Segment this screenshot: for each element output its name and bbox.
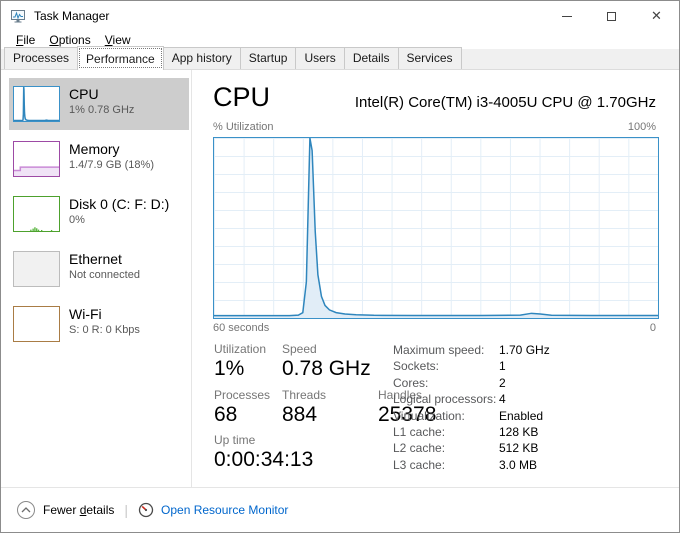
- detail-row-logical-processors: Logical processors: 4: [393, 392, 506, 407]
- menu-item-file[interactable]: File: [16, 33, 36, 47]
- utilization-stat-value: 1%: [214, 357, 245, 380]
- processor-name: Intel(R) Core(TM) i3-4005U CPU @ 1.70GHz: [354, 94, 656, 111]
- title-bar: Task Manager ✕: [1, 1, 679, 31]
- utilization-stat-label: Utilization: [214, 342, 267, 356]
- cpu-details-list: Maximum speed: 1.70 GHz Sockets: 1 Cores…: [393, 342, 550, 473]
- fewer-details-button[interactable]: Fewer details: [17, 501, 114, 519]
- footer-separator: |: [124, 502, 129, 518]
- detail-row-sockets: Sockets: 1: [393, 359, 506, 374]
- tab-performance[interactable]: Performance: [77, 46, 164, 70]
- sidebar-cpu-sublabel: 1% 0.78 GHz: [69, 104, 135, 116]
- minimize-button[interactable]: [544, 1, 589, 31]
- processes-stat-label: Processes: [214, 388, 271, 402]
- sidebar-memory-sublabel: 1.4/7.9 GB (18%): [69, 159, 154, 171]
- sidebar-item-ethernet[interactable]: Ethernet Not connected: [9, 243, 189, 295]
- ethernet-thumbnail-chart: [13, 251, 60, 287]
- time-axis-right-label: 0: [649, 322, 656, 334]
- sidebar-wifi-label: Wi-Fi: [69, 306, 102, 322]
- page-title: CPU: [213, 82, 271, 112]
- handles-stat-value: 25378: [378, 403, 437, 426]
- menu-bar: File Options View: [1, 31, 679, 49]
- maximize-icon: [607, 11, 616, 21]
- speed-stat-label: Speed: [282, 342, 317, 356]
- chevron-up-icon: [17, 501, 35, 519]
- detail-row-virtualization: Virtualization: Enabled: [393, 408, 544, 423]
- utilization-max-label: 100%: [627, 121, 656, 133]
- tab-services[interactable]: Services: [397, 47, 462, 69]
- sidebar-cpu-label: CPU: [69, 86, 99, 102]
- sidebar-disk-sublabel: 0%: [69, 214, 85, 226]
- tab-processes[interactable]: Processes: [4, 47, 79, 69]
- threads-stat-value: 884: [282, 403, 318, 426]
- sidebar-item-wifi[interactable]: Wi-Fi S: 0 R: 0 Kbps: [9, 298, 189, 350]
- detail-row-l1-cache: L1 cache: 128 KB: [393, 425, 539, 440]
- tab-users[interactable]: Users: [295, 47, 345, 69]
- maximize-button[interactable]: [589, 1, 634, 31]
- tab-app-history[interactable]: App history: [162, 47, 241, 69]
- resource-monitor-label: Open Resource Monitor: [161, 503, 289, 517]
- menu-item-options[interactable]: Options: [49, 33, 91, 47]
- performance-sidebar: CPU 1% 0.78 GHz Memory 1.4/7.9 GB (18%): [9, 78, 189, 353]
- sidebar-divider: [191, 70, 192, 487]
- detail-row-l2-cache: L2 cache: 512 KB: [393, 441, 539, 456]
- sidebar-item-disk[interactable]: Disk 0 (C: F: D:) 0%: [9, 188, 189, 240]
- tab-strip: Processes Performance App history Startu…: [1, 46, 679, 70]
- close-icon: ✕: [651, 8, 662, 23]
- cpu-history-chart: [213, 137, 659, 319]
- detail-row-l3-cache: L3 cache: 3.0 MB: [393, 457, 538, 472]
- speed-stat-value: 0.78 GHz: [282, 357, 371, 380]
- time-axis-left-label: 60 seconds: [213, 322, 270, 334]
- sidebar-ethernet-sublabel: Not connected: [69, 269, 140, 281]
- threads-stat-label: Threads: [282, 388, 327, 402]
- cpu-thumbnail-chart: [13, 86, 60, 122]
- sidebar-item-memory[interactable]: Memory 1.4/7.9 GB (18%): [9, 133, 189, 185]
- tab-startup[interactable]: Startup: [239, 47, 297, 69]
- memory-thumbnail-chart: [13, 141, 60, 177]
- resource-monitor-icon: [138, 502, 154, 518]
- fewer-details-label: Fewer details: [43, 503, 115, 517]
- menu-item-view[interactable]: View: [104, 33, 131, 47]
- uptime-stat-value: 0:00:34:13: [214, 448, 314, 471]
- uptime-stat-label: Up time: [214, 433, 256, 447]
- sidebar-disk-label: Disk 0 (C: F: D:): [69, 196, 170, 212]
- detail-row-maximum-speed: Maximum speed: 1.70 GHz: [393, 343, 550, 357]
- wifi-thumbnail-chart: [13, 306, 60, 342]
- utilization-axis-label: % Utilization: [213, 121, 274, 133]
- handles-stat-label: Handles: [378, 388, 423, 402]
- sidebar-ethernet-label: Ethernet: [69, 251, 122, 267]
- minimize-icon: [561, 15, 572, 17]
- disk-thumbnail-chart: [13, 196, 60, 232]
- task-manager-app-icon: [11, 10, 25, 23]
- window-title: Task Manager: [34, 9, 110, 23]
- footer-bar: Fewer details | Open Resource Monitor: [1, 487, 679, 532]
- sidebar-wifi-sublabel: S: 0 R: 0 Kbps: [69, 324, 140, 336]
- performance-pane: CPU 1% 0.78 GHz Memory 1.4/7.9 GB (18%): [1, 70, 679, 487]
- tab-details[interactable]: Details: [343, 47, 399, 69]
- detail-row-cores: Cores: 2: [393, 375, 506, 390]
- open-resource-monitor-link[interactable]: Open Resource Monitor: [138, 502, 288, 518]
- close-button[interactable]: ✕: [634, 1, 679, 31]
- processes-stat-value: 68: [214, 403, 238, 426]
- sidebar-memory-label: Memory: [69, 141, 120, 157]
- sidebar-item-cpu[interactable]: CPU 1% 0.78 GHz: [9, 78, 189, 130]
